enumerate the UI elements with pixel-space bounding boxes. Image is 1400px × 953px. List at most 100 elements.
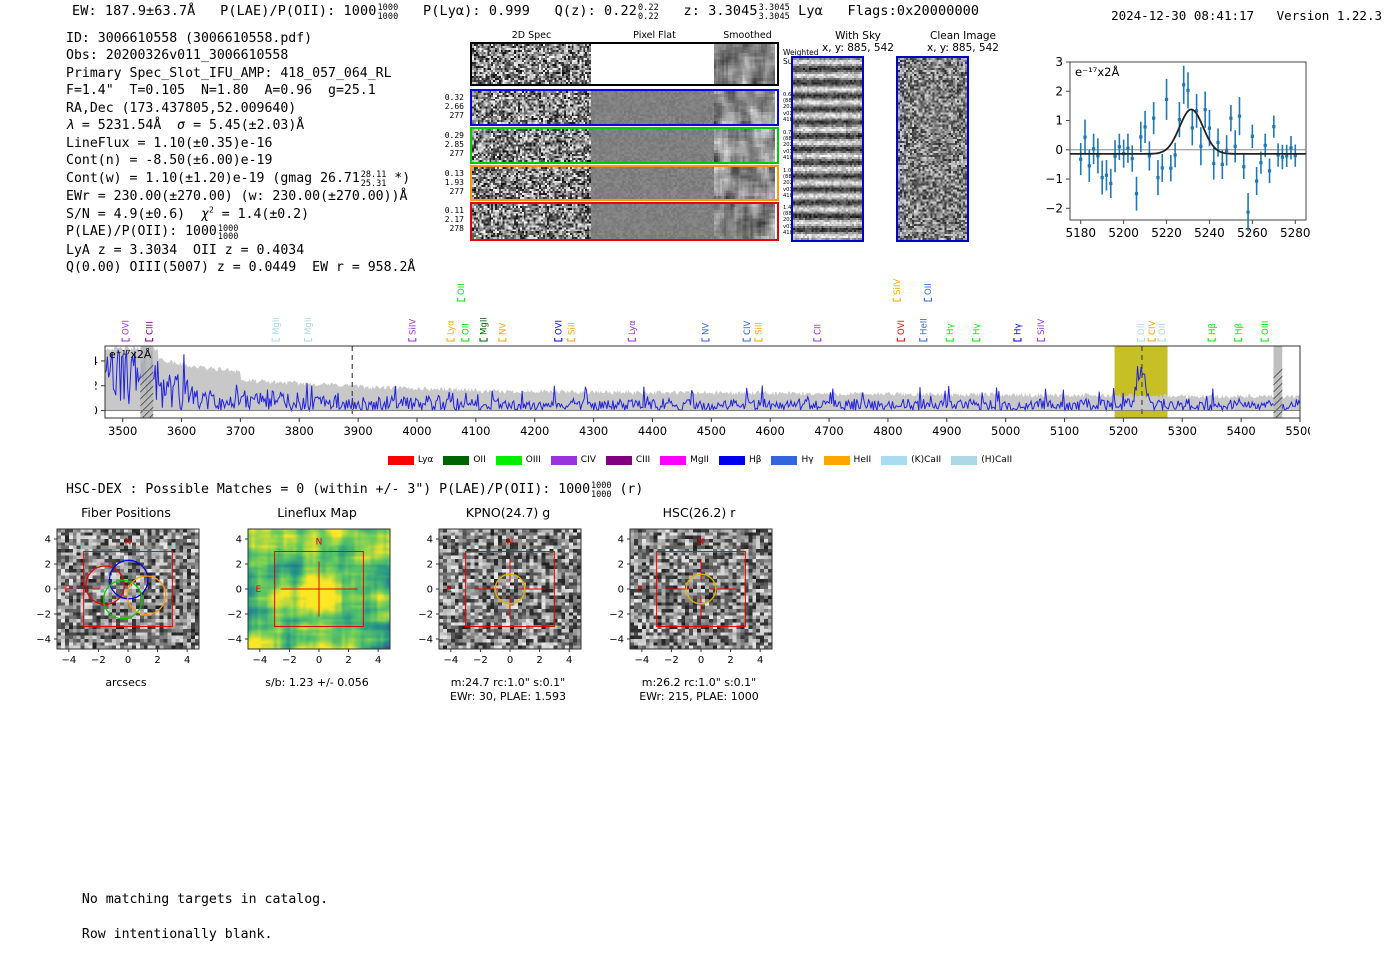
emission-line-label: NV — [702, 323, 712, 335]
panel-ytick: 4 — [236, 535, 242, 546]
emission-line-marker: SiIV — [892, 279, 903, 302]
panel-ytick: 2 — [45, 560, 51, 571]
panel-xtick: −4 — [61, 655, 76, 666]
cutout-title: With Sky x, y: 885, 542 — [783, 30, 933, 54]
spec2d-smoothed-image — [714, 204, 775, 239]
legend-swatch — [660, 455, 687, 465]
header-plya: P(Lyα): 0.999 — [423, 3, 530, 19]
legend-swatch — [823, 455, 850, 465]
emission-line-label: SiII — [755, 322, 765, 335]
emission-line-marker: SiII — [754, 322, 765, 342]
panel-xtick: 2 — [536, 655, 542, 666]
emission-line-label: OII — [457, 283, 467, 295]
emission-line-marker: OII — [923, 283, 934, 302]
line-fit-svg: 5180 5200 5220 5240 5260 5280 −2 −1 0 1 2 3 e⁻¹⁷x2Å — [1045, 55, 1310, 240]
image-panel-title: Fiber Positions — [81, 505, 171, 520]
linefit-xtick: 5220 — [1151, 226, 1182, 240]
legend-swatch — [605, 455, 632, 465]
compass-north-label: N — [316, 537, 323, 547]
emission-line-marker: MgII — [304, 317, 314, 342]
header-z: z: 3.3045 — [683, 3, 758, 19]
footer-line2: Row intentionally blank. — [81, 927, 273, 943]
spectrum-xtick: 4000 — [402, 424, 431, 438]
spec2d-row-stats: 0.11 2.17 278 — [444, 206, 464, 234]
panel-ytick: −4 — [36, 635, 51, 646]
spec2d-science-image — [472, 44, 591, 84]
spectrum-masked-region — [140, 346, 154, 418]
spec2d-smoothed-image — [714, 129, 775, 162]
panel-ytick: 4 — [45, 535, 51, 546]
field-box — [656, 551, 746, 627]
panel-ytick: −2 — [36, 610, 51, 621]
image-panel-title: Lineflux Map — [277, 505, 357, 520]
compass-north-label: N — [507, 537, 514, 547]
spec2d-pixel-flat-image — [591, 44, 714, 84]
compass-east-label: E — [447, 585, 453, 595]
spectrum-xtick: 5100 — [1050, 424, 1079, 438]
linefit-ytick: 0 — [1055, 143, 1063, 157]
linefit-ytick: 1 — [1055, 114, 1063, 128]
spec2d-science-image — [472, 167, 591, 199]
legend-label: HeII — [853, 455, 872, 465]
emission-line-marker: NV — [498, 323, 508, 342]
linefit-flux-annotation: e⁻¹⁷x2Å — [1075, 64, 1119, 79]
spectrum-xtick: 3700 — [226, 424, 255, 438]
emission-line-marker: OII — [457, 283, 467, 302]
spectrum-xtick: 5300 — [1168, 424, 1197, 438]
legend-item: CIV — [550, 455, 596, 465]
emission-line-marker: CII — [813, 324, 823, 342]
emission-line-marker: SiIV — [408, 319, 418, 342]
cutout-clean-image — [896, 56, 969, 242]
emission-line-label: CII — [813, 324, 823, 335]
cutout-image — [793, 58, 862, 240]
emission-line-label: Hγ — [972, 323, 982, 335]
emission-line-marker: CIV — [1147, 320, 1158, 342]
emission-line-label: OIII — [1261, 321, 1271, 335]
cutout-with-sky — [791, 56, 864, 242]
panel-ytick: 0 — [45, 585, 51, 596]
image-panel-svg: N E −4 −4 −2 −2 0 0 2 2 4 4 — [609, 528, 773, 666]
spec2d-row-stats: 0.32 2.66 277 — [444, 93, 464, 121]
spec2d-science-image — [472, 129, 591, 162]
spec2d-row — [470, 165, 779, 201]
spec2d-row-stats: 0.29 2.85 277 — [444, 131, 464, 159]
panel-ytick: 0 — [427, 585, 433, 596]
footer-blank-note: No matching targets in catalog. Row inte… — [66, 874, 328, 944]
fiber-circle — [85, 565, 125, 606]
panel-xtick: −2 — [664, 655, 679, 666]
emission-line-label: SiIV — [1037, 319, 1047, 335]
compass-north-label: N — [698, 537, 705, 547]
panel-ytick: −4 — [227, 635, 242, 646]
spec2d-row-stats: 0.13 1.93 277 — [444, 169, 464, 197]
spectrum-xtick: 4600 — [756, 424, 785, 438]
legend-swatch — [495, 455, 522, 465]
header-summary-line: EW: 187.9±63.7Å P(LAE)/P(OII): 10001000 1… — [72, 3, 979, 22]
emission-line-marker: SiIV — [1036, 319, 1047, 342]
info-line: λ = 5231.54Å σ = 5.45(±2.03)Å — [66, 118, 305, 134]
panel-xlabel: arcsecs — [105, 676, 147, 689]
panel-ytick: −2 — [609, 610, 624, 621]
legend-label: (H)CaII — [981, 455, 1013, 465]
compass-north-label: N — [125, 537, 132, 547]
info-line: F=1.4" T=0.105 N=1.80 A=0.96 g=25.1 — [66, 83, 376, 99]
panel-ytick: −2 — [227, 610, 242, 621]
panel-xtick: 0 — [125, 655, 131, 666]
compass-east-label: E — [638, 585, 644, 595]
spectrum-xtick: 4200 — [520, 424, 549, 438]
header-ew: EW: 187.9±63.7Å — [72, 3, 196, 19]
spec2d-pixel-flat-image — [591, 167, 714, 199]
cutout-image — [898, 58, 967, 240]
panel-caption: m:24.7 rc:1.0" s:0.1" EWr: 30, PLAE: 1.5… — [449, 676, 567, 703]
header-z-range: 3.3045 3.3045 — [758, 3, 790, 22]
spectrum-xtick: 3500 — [108, 424, 137, 438]
hscdex-text: HSC-DEX : Possible Matches = 0 (within +… — [66, 482, 551, 497]
panel-xtick: 0 — [698, 655, 704, 666]
field-box — [465, 551, 555, 627]
emission-line-label: CIII — [145, 321, 155, 335]
emission-line-marker: SiII — [567, 322, 577, 342]
header-qz: Q(z): 0.22 — [554, 3, 637, 19]
panel-ytick: 0 — [618, 585, 624, 596]
emission-line-legend: Lyα OII OIII CIV CIII MgII Hβ Hγ HeII (K)CaII (H)C… — [0, 455, 1400, 465]
emission-line-marker: MgII — [479, 317, 490, 342]
legend-item: (K)CaII — [881, 455, 941, 465]
